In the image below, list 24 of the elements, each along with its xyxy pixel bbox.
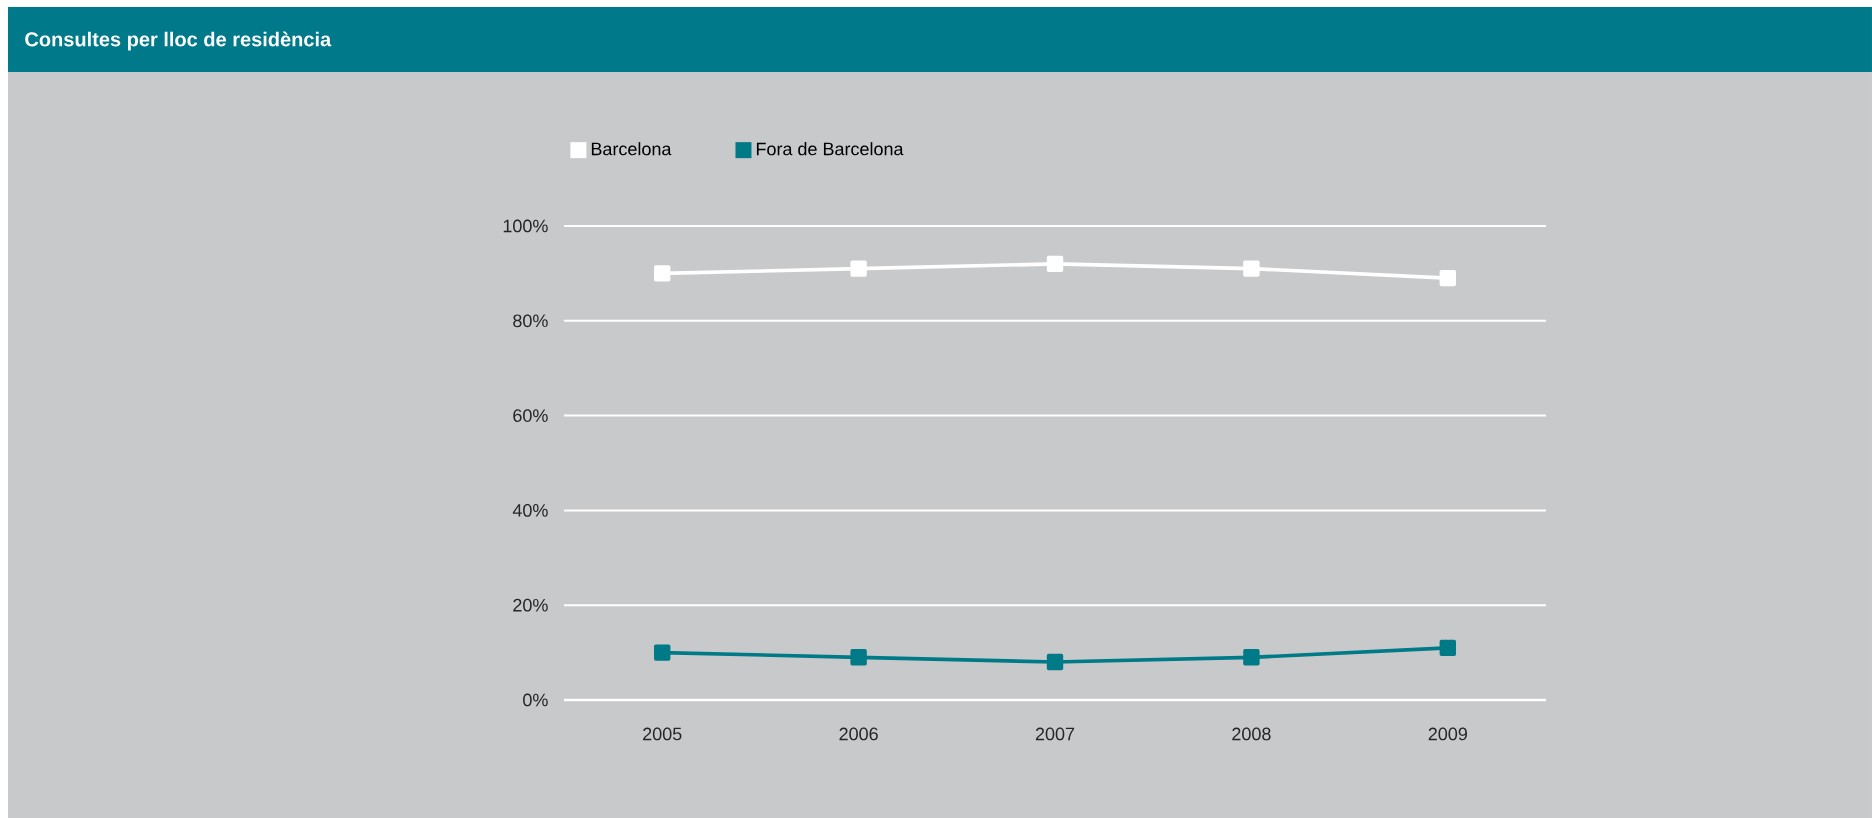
point	[1439, 269, 1457, 287]
y-tick-label: 60%	[513, 409, 548, 422]
point	[850, 649, 867, 666]
text: Consultes per lloc de residència	[25, 31, 332, 51]
x-tick-label: 2005	[643, 727, 682, 741]
y-tick-label: 20%	[513, 598, 548, 612]
point	[654, 644, 671, 661]
point	[1046, 653, 1064, 671]
x-tick-label: 2007	[1035, 727, 1075, 741]
y-tick-label: 0%	[523, 693, 548, 707]
y-tick-label: 80%	[513, 314, 548, 328]
x-tick-label: 2008	[1232, 727, 1271, 741]
y-tick-label: 40%	[512, 504, 548, 517]
point	[1243, 649, 1260, 666]
x-tick-label: 2006	[839, 727, 878, 741]
point	[1046, 255, 1064, 273]
point	[850, 260, 867, 277]
point	[1243, 260, 1260, 277]
x-tick-label: 2009	[1428, 727, 1467, 741]
legend-label: Barcelona	[591, 142, 672, 156]
legend-label: Fora de Barcelona	[756, 142, 904, 156]
point	[1439, 639, 1457, 657]
point	[654, 265, 671, 282]
y-tick-label: 100%	[503, 219, 548, 233]
